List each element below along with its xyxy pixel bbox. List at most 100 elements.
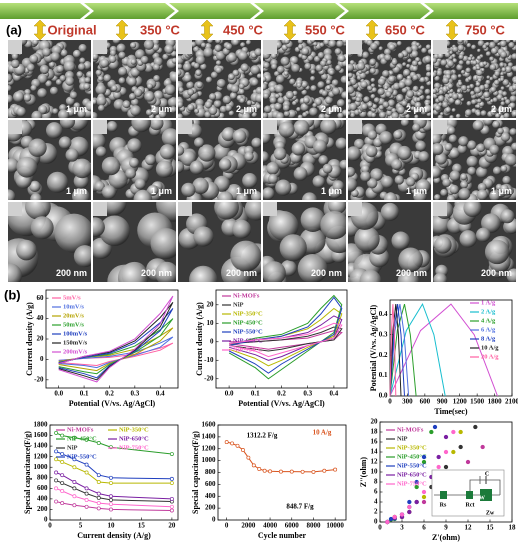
grain (466, 85, 471, 90)
grain (386, 109, 393, 117)
grain (301, 89, 308, 96)
grain (240, 42, 246, 48)
point (421, 454, 427, 460)
grain (361, 103, 368, 111)
grain (26, 63, 35, 72)
grain (118, 77, 126, 85)
legend-label: NiP-450°C (233, 319, 263, 326)
grain (192, 177, 209, 195)
grain (103, 74, 112, 83)
grain (187, 103, 195, 112)
grain (509, 128, 516, 136)
grain (454, 99, 462, 106)
grain (475, 81, 481, 87)
legend-label: NiP-650°C (119, 435, 149, 442)
legend-label: 4 A/g (481, 317, 496, 324)
grain (371, 87, 378, 93)
grain (77, 63, 86, 71)
grain (357, 62, 366, 71)
x-axis-label: Cycle number (258, 531, 307, 540)
grain (397, 270, 419, 282)
grain (83, 83, 91, 90)
grain (391, 231, 410, 250)
point (84, 462, 89, 467)
point (109, 497, 113, 502)
grain (382, 101, 390, 109)
x-tick-label: 9 (444, 524, 448, 532)
y-tick-label: 1000 (34, 463, 49, 471)
grain (502, 79, 510, 86)
y-tick-label: 60 (37, 294, 45, 302)
grain (93, 98, 98, 105)
grain (464, 109, 473, 117)
grain (213, 99, 222, 108)
grain (416, 91, 422, 97)
grain (378, 111, 386, 118)
grain (30, 84, 37, 92)
grain (239, 89, 245, 95)
grain (489, 76, 494, 81)
annotation: W (479, 495, 485, 501)
point (257, 466, 262, 471)
y-tick-label: 20 (207, 300, 215, 308)
grain (274, 102, 283, 111)
sem-image: 200 nm (433, 202, 516, 282)
grain (469, 83, 475, 89)
grain (267, 173, 278, 184)
point (443, 449, 449, 455)
grain (161, 128, 176, 147)
point (60, 473, 65, 478)
y-tick-label: 20 (371, 418, 379, 426)
y-tick-label: 800 (205, 468, 216, 476)
grain (221, 127, 235, 142)
point (432, 424, 438, 430)
grain (425, 66, 431, 72)
x-tick-label: 0.1 (80, 390, 89, 398)
grain (500, 165, 508, 173)
point (72, 457, 77, 462)
grain (354, 226, 380, 252)
grain (351, 189, 359, 198)
x-tick-label: 15 (138, 522, 146, 530)
grain (500, 132, 511, 142)
grain (231, 40, 240, 46)
grain (442, 178, 451, 188)
legend-label: Ni-MOFs (67, 426, 94, 433)
grain (293, 166, 308, 181)
grain (477, 48, 481, 53)
grain (398, 81, 406, 89)
grain (458, 136, 469, 147)
point (72, 494, 77, 499)
grain (457, 144, 467, 154)
x-tick-label: 10000 (326, 522, 344, 530)
point (414, 479, 419, 485)
scale-bar: 1 μm (406, 186, 427, 196)
grain (84, 77, 91, 84)
x-tick-label: 0 (378, 524, 382, 532)
grain (476, 143, 486, 153)
grain (95, 95, 107, 107)
grain (72, 187, 90, 200)
grain (228, 110, 235, 116)
inset (433, 40, 447, 54)
point (278, 469, 283, 474)
grain (502, 175, 511, 185)
grain (8, 158, 19, 173)
grain (500, 101, 506, 106)
series-line (58, 327, 174, 372)
grain (337, 112, 344, 118)
grain (476, 69, 483, 77)
inset (263, 202, 277, 216)
grain (28, 138, 47, 157)
point (421, 499, 427, 505)
grain (457, 93, 464, 100)
grain (297, 254, 328, 282)
grain (456, 89, 461, 94)
y-tick-label: 0 (40, 355, 44, 363)
grain (460, 173, 468, 181)
grain (95, 69, 102, 76)
grain (45, 80, 53, 88)
grain (310, 85, 317, 92)
grain (415, 42, 420, 47)
point (421, 489, 427, 495)
